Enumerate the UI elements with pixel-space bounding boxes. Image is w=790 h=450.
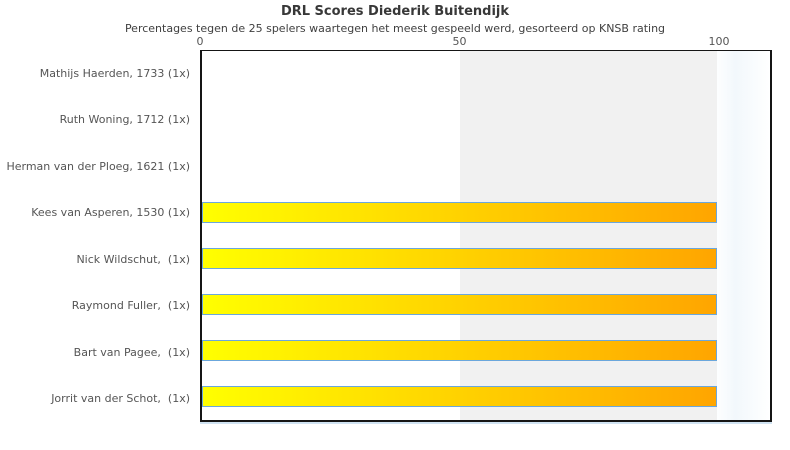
y-label: Raymond Fuller, (1x) — [71, 299, 190, 313]
y-label: Herman van der Ploeg, 1621 (1x) — [6, 159, 190, 173]
y-label: Kees van Asperen, 1530 (1x) — [31, 206, 190, 220]
plot-right-gradient — [717, 51, 770, 420]
bar-row — [202, 282, 770, 328]
bar — [202, 340, 718, 362]
bar-row — [202, 97, 770, 143]
bar-row — [202, 143, 770, 189]
y-label: Mathijs Haerden, 1733 (1x) — [39, 66, 190, 80]
bar-rows — [202, 51, 770, 420]
chart-title: DRL Scores Diederik Buitendijk — [280, 4, 510, 19]
bar-row — [202, 189, 770, 235]
x-axis: 0 50 100 — [196, 35, 772, 49]
y-label: Nick Wildschut, (1x) — [76, 252, 190, 266]
chart-subtitle: Percentages tegen de 25 spelers waartege… — [124, 22, 666, 35]
bar-row — [202, 374, 770, 420]
y-label: Jorrit van der Schot, (1x) — [51, 392, 190, 406]
bar-row — [202, 236, 770, 282]
x-tick: 50 — [452, 35, 467, 48]
bar — [202, 294, 718, 316]
bar — [202, 386, 718, 408]
x-tick: 0 — [196, 35, 204, 48]
y-axis-labels: Mathijs Haerden, 1733 (1x) Ruth Woning, … — [0, 50, 190, 422]
plot-area — [200, 50, 772, 422]
bar — [202, 248, 718, 270]
bar-row — [202, 51, 770, 97]
y-label: Bart van Pagee, (1x) — [73, 345, 190, 359]
x-tick: 100 — [708, 35, 730, 48]
y-label: Ruth Woning, 1712 (1x) — [59, 113, 190, 127]
bar-row — [202, 328, 770, 374]
bar — [202, 201, 718, 223]
